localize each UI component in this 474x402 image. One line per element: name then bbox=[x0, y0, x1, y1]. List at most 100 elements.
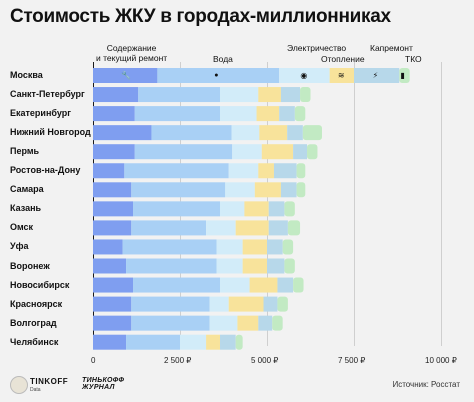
bar-segment bbox=[134, 144, 233, 160]
bar-segment bbox=[296, 163, 306, 179]
bar-segment bbox=[249, 277, 278, 293]
bar-segment bbox=[258, 315, 273, 331]
source-note: Источник: Росстат bbox=[392, 380, 460, 389]
bar-segment bbox=[231, 125, 260, 141]
city-label: Пермь bbox=[10, 146, 40, 157]
bar-segment bbox=[93, 239, 123, 255]
bar-segment bbox=[151, 125, 232, 141]
brand-sub: Data bbox=[30, 387, 41, 393]
bar-segment bbox=[279, 106, 295, 122]
lightning-icon: ⚡ bbox=[372, 70, 379, 80]
bar-segment bbox=[258, 87, 281, 103]
city-label: Санкт-Петербург bbox=[10, 89, 85, 100]
bar-segment bbox=[93, 220, 132, 236]
legend-label-waste: ТКО bbox=[405, 54, 422, 64]
brand-name: TINKOFF bbox=[30, 377, 69, 386]
x-tick-label: 2 500 ₽ bbox=[164, 356, 192, 365]
bar-segment bbox=[133, 201, 221, 217]
bar-segment bbox=[126, 334, 180, 350]
bar-segment bbox=[235, 220, 269, 236]
city-label: Уфа bbox=[10, 241, 29, 252]
bar-segment bbox=[294, 106, 306, 122]
bar-segment bbox=[228, 163, 259, 179]
legend-label-capital-repair: Капремонт bbox=[370, 43, 413, 53]
gridline bbox=[354, 62, 355, 346]
bar-segment bbox=[256, 106, 280, 122]
bar-segment bbox=[287, 125, 303, 141]
bar-segment bbox=[126, 258, 217, 274]
bar-segment bbox=[124, 163, 229, 179]
bar-segment bbox=[354, 68, 400, 83]
bar-segment bbox=[220, 277, 250, 293]
city-label: Ростов-на-Дону bbox=[10, 165, 81, 176]
bar-segment bbox=[93, 163, 125, 179]
bar-segment bbox=[267, 258, 285, 274]
bar-segment bbox=[272, 315, 283, 331]
bar-segment bbox=[131, 315, 210, 331]
legend-label-heating: Отопление bbox=[321, 54, 365, 64]
bar-segment bbox=[93, 296, 132, 312]
bar-segment bbox=[133, 277, 221, 293]
city-label: Волгоград bbox=[10, 317, 57, 328]
bar-segment bbox=[93, 277, 134, 293]
bar-segment bbox=[307, 144, 318, 160]
city-label: Москва bbox=[10, 70, 43, 80]
city-label: Омск bbox=[10, 222, 34, 233]
city-label: Екатеринбург bbox=[10, 108, 71, 119]
bar-segment bbox=[277, 277, 294, 293]
city-label: Красноярск bbox=[10, 298, 63, 309]
bar-segment bbox=[268, 201, 285, 217]
bar-segment bbox=[131, 296, 210, 312]
bar-segment bbox=[279, 68, 330, 83]
bar-segment bbox=[93, 182, 132, 198]
bar-segment bbox=[284, 258, 295, 274]
bar-segment bbox=[282, 239, 294, 255]
bar-segment bbox=[93, 144, 135, 160]
bar-segment bbox=[277, 296, 288, 312]
chart-title: Стоимость ЖКУ в городах-миллионниках bbox=[10, 6, 391, 27]
bar-segment bbox=[220, 106, 257, 122]
bar-segment bbox=[206, 220, 236, 236]
city-label: Воронеж bbox=[10, 260, 50, 271]
bar-segment bbox=[93, 315, 132, 331]
city-label: Самара bbox=[10, 184, 44, 195]
bar-segment bbox=[259, 125, 288, 141]
bar-segment bbox=[93, 106, 135, 122]
bar-segment bbox=[228, 296, 264, 312]
bar-segment bbox=[263, 296, 278, 312]
city-label: Казань bbox=[10, 203, 42, 214]
bar-segment bbox=[296, 182, 306, 198]
legend-label-water: Вода bbox=[213, 54, 233, 64]
x-tick-label: 10 000 ₽ bbox=[425, 356, 457, 365]
x-tick-label: 7 500 ₽ bbox=[338, 356, 366, 365]
bar-segment bbox=[93, 334, 127, 350]
bar-segment bbox=[232, 144, 262, 160]
bar-segment bbox=[258, 163, 274, 179]
footer: TINKOFF Data ТИНЬКОФФ ЖУРНАЛ Источник: Р… bbox=[0, 374, 474, 402]
city-label: Нижний Новгород bbox=[10, 127, 91, 138]
bar-segment bbox=[244, 201, 269, 217]
light-bulb-icon: ◉ bbox=[300, 70, 308, 80]
bar-segment bbox=[280, 87, 301, 103]
bar-segment bbox=[93, 201, 134, 217]
gridline bbox=[441, 62, 442, 346]
x-tick-label: 0 bbox=[91, 356, 96, 365]
bar-segment bbox=[138, 87, 221, 103]
bar-segment bbox=[261, 144, 294, 160]
bar-segment bbox=[93, 68, 158, 83]
bar-segment bbox=[131, 220, 207, 236]
bar-segment bbox=[399, 68, 410, 83]
bar-segment bbox=[220, 87, 259, 103]
wrench-icon: 🔧 bbox=[121, 70, 132, 80]
bar-segment bbox=[131, 182, 226, 198]
water-drop-icon: ● bbox=[214, 72, 219, 79]
bar-segment bbox=[134, 106, 221, 122]
bar-segment bbox=[235, 334, 243, 350]
bar-segment bbox=[273, 163, 297, 179]
bar-segment bbox=[220, 201, 245, 217]
bar-segment bbox=[302, 125, 322, 141]
bar-segment bbox=[293, 277, 304, 293]
bar-segment bbox=[122, 239, 217, 255]
bar-segment bbox=[216, 239, 243, 255]
